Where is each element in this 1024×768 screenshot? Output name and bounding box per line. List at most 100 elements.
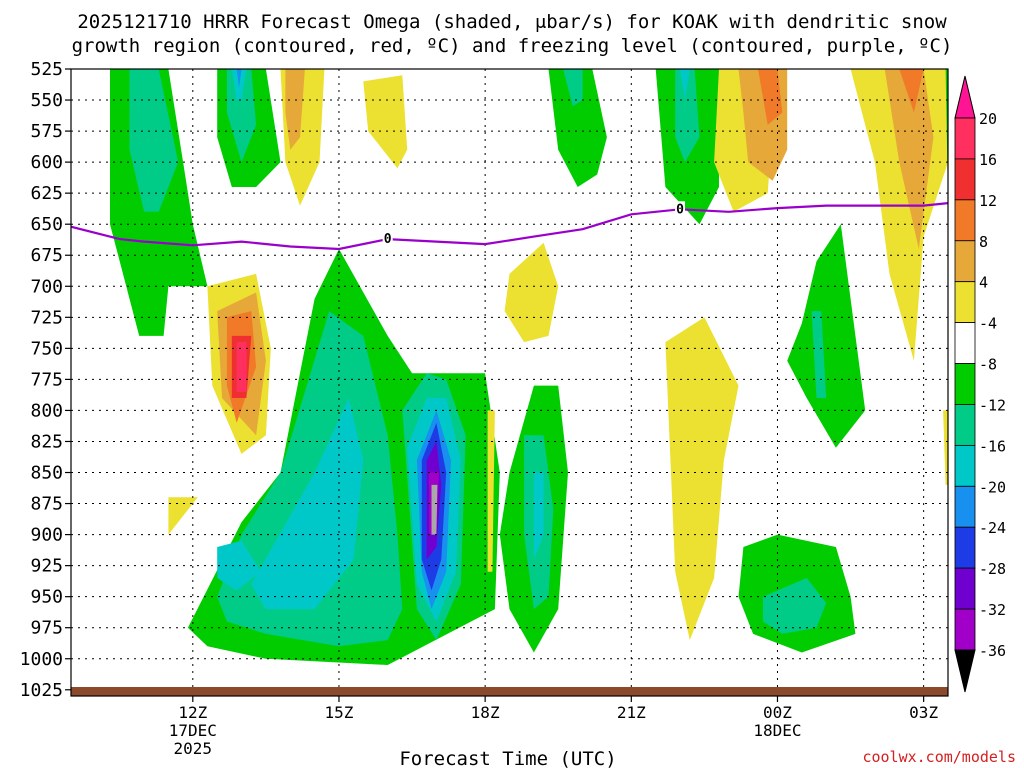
y-tick-label: 675 bbox=[30, 245, 63, 266]
y-tick-label: 525 bbox=[30, 59, 63, 80]
y-tick-label: 750 bbox=[30, 338, 63, 359]
x-tick-date: 17DEC bbox=[169, 721, 217, 740]
freezing-level-label-1: 0 bbox=[676, 202, 684, 217]
omega-region-32 bbox=[563, 69, 583, 107]
y-tick-label: 900 bbox=[30, 525, 63, 546]
chart-title-line-1: 2025121710 HRRR Forecast Omega (shaded, … bbox=[77, 11, 947, 33]
y-tick-label: 875 bbox=[30, 494, 63, 515]
omega-region-29 bbox=[504, 242, 559, 343]
omega-region-46 bbox=[762, 578, 827, 634]
colorbar-label: -12 bbox=[979, 396, 1006, 414]
omega-region-13 bbox=[236, 342, 247, 392]
colorbar-label: 4 bbox=[979, 274, 988, 292]
colorbar-band bbox=[954, 444, 976, 487]
omega-region-34 bbox=[675, 69, 700, 163]
colorbar-band bbox=[954, 281, 976, 324]
x-tick-label: 12Z bbox=[178, 703, 207, 722]
colorbar-band bbox=[954, 608, 976, 651]
colorbar-band bbox=[954, 526, 976, 569]
y-tick-label: 625 bbox=[30, 183, 63, 204]
omega-region-25 bbox=[431, 484, 438, 535]
colorbar-label: 20 bbox=[979, 110, 997, 128]
credit-link[interactable]: coolwx.com/models bbox=[862, 748, 1016, 766]
y-tick-label: 575 bbox=[30, 121, 63, 142]
colorbar-band bbox=[954, 322, 976, 364]
y-tick-label: 650 bbox=[30, 214, 63, 235]
omega-region-14 bbox=[168, 497, 198, 535]
x-tick-label: 18Z bbox=[471, 703, 500, 722]
freezing-level-label-0: 0 bbox=[384, 232, 392, 247]
colorbar: 20 16 12 8 4 -4 -8 -12 -16 -20 -24 -28 -32 -36 bbox=[954, 75, 1006, 693]
x-tick-year: 2025 bbox=[174, 739, 213, 758]
omega-region-1 bbox=[129, 69, 179, 212]
y-tick-label: 775 bbox=[30, 369, 63, 390]
omega-region-17 bbox=[251, 398, 364, 610]
x-tick-label: 03Z bbox=[909, 703, 938, 722]
colorbar-top-arrow bbox=[954, 75, 976, 119]
y-tick-label: 550 bbox=[30, 90, 63, 111]
colorbar-label: -8 bbox=[979, 356, 997, 374]
x-tick-label: 21Z bbox=[617, 703, 646, 722]
omega-region-35 bbox=[680, 69, 690, 100]
colorbar-label: -28 bbox=[979, 560, 1006, 578]
y-tick-label: 950 bbox=[30, 587, 63, 608]
y-tick-label: 975 bbox=[30, 618, 63, 639]
y-tick-label: 1025 bbox=[20, 680, 63, 701]
freezing-level-contour: 00 bbox=[71, 201, 948, 251]
colorbar-band bbox=[954, 567, 976, 610]
x-tick-label: 00Z bbox=[763, 703, 792, 722]
omega-region-5 bbox=[236, 69, 242, 88]
colorbar-label: -32 bbox=[979, 601, 1006, 619]
colorbar-band bbox=[954, 240, 976, 283]
x-tick-date: 18DEC bbox=[753, 721, 801, 740]
colorbar-band bbox=[954, 158, 976, 201]
y-tick-label: 825 bbox=[30, 431, 63, 452]
colorbar-band bbox=[954, 485, 976, 528]
colorbar-label: -4 bbox=[979, 315, 997, 333]
y-tick-label: 725 bbox=[30, 307, 63, 328]
omega-region-40 bbox=[884, 69, 934, 249]
omega-region-31 bbox=[548, 69, 607, 187]
freezing-label-bg bbox=[382, 231, 393, 246]
surface-terrain bbox=[71, 687, 948, 696]
colorbar-label: -20 bbox=[979, 478, 1006, 496]
omega-region-41 bbox=[899, 69, 924, 113]
y-tick-label: 600 bbox=[30, 152, 63, 173]
x-tick-label: 15Z bbox=[325, 703, 354, 722]
colorbar-band bbox=[954, 199, 976, 242]
chart-title-line-2: growth region (contoured, red, ºC) and f… bbox=[72, 35, 953, 57]
omega-region-8 bbox=[363, 75, 408, 169]
colorbar-label: 12 bbox=[979, 192, 997, 210]
omega-region-48 bbox=[943, 410, 948, 485]
colorbar-label: -36 bbox=[979, 642, 1006, 660]
colorbar-band bbox=[954, 363, 976, 405]
freezing-level-line bbox=[71, 202, 948, 251]
colorbar-label: 16 bbox=[979, 151, 997, 169]
colorbar-label: -24 bbox=[979, 519, 1006, 537]
omega-region-43 bbox=[787, 224, 866, 448]
omega-region-7 bbox=[285, 69, 305, 150]
y-tick-label: 1000 bbox=[20, 649, 63, 670]
y-tick-label: 925 bbox=[30, 556, 63, 577]
omega-region-38 bbox=[758, 69, 783, 125]
colorbar-bottom-arrow bbox=[954, 649, 976, 693]
y-tick-label: 800 bbox=[30, 400, 63, 421]
colorbar-label: -16 bbox=[979, 437, 1006, 455]
omega-region-30 bbox=[487, 410, 495, 572]
omega-region-3 bbox=[226, 69, 257, 163]
omega-region-44 bbox=[811, 311, 827, 398]
freezing-label-bg bbox=[675, 201, 686, 216]
omega-region-16 bbox=[217, 311, 403, 647]
omega-region-42 bbox=[665, 317, 739, 641]
colorbar-band bbox=[954, 404, 976, 446]
colorbar-band bbox=[954, 117, 976, 160]
omega-region-28 bbox=[533, 472, 544, 560]
y-tick-label: 850 bbox=[30, 463, 63, 484]
x-axis-label: Forecast Time (UTC) bbox=[399, 748, 616, 768]
colorbar-label: 8 bbox=[979, 233, 988, 251]
y-tick-label: 700 bbox=[30, 276, 63, 297]
y-axis: 525 550 575 600 625 650 675 700 725 750 775 800 825 8… bbox=[20, 59, 71, 701]
omega-shading bbox=[110, 69, 948, 665]
